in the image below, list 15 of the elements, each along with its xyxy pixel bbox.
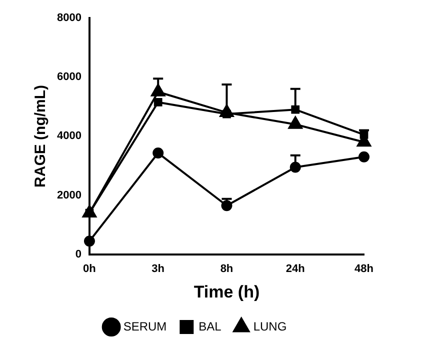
x-tick-label: 3h	[152, 263, 165, 276]
legend-label: SERUM	[123, 319, 167, 334]
y-tick-label: 0	[75, 248, 82, 260]
y-tick-label: 4000	[56, 130, 82, 142]
x-axis-title: Time (h)	[194, 282, 260, 302]
x-tick-label: 48h	[354, 263, 374, 276]
y-tick-label: 6000	[56, 71, 82, 84]
legend-label: LUNG	[253, 319, 287, 334]
y-tick-label: 8000	[56, 12, 82, 24]
y-tick-label: 2000	[56, 189, 82, 202]
x-tick-label: 24h	[286, 263, 306, 276]
legend-label: BAL	[198, 319, 222, 334]
y-axis-title: RAGE (ng/mL)	[32, 84, 50, 188]
x-tick-label: 8h	[220, 263, 234, 276]
x-tick-label: 0h	[83, 263, 96, 276]
